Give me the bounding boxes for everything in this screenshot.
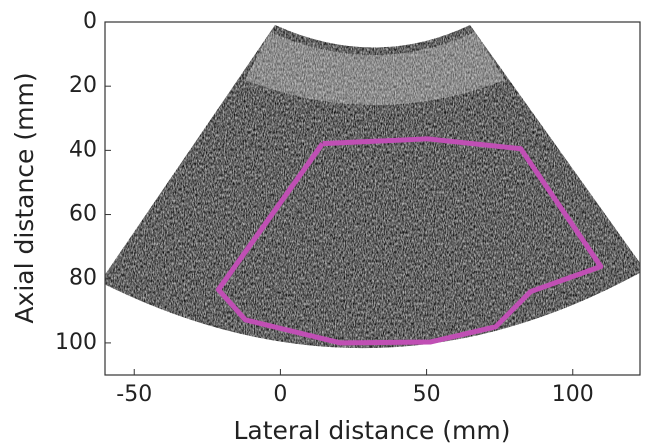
x-axis-label: Lateral distance (mm) (233, 416, 510, 445)
y-tick-label: 20 (69, 73, 97, 98)
x-tick-label: 100 (552, 382, 594, 407)
plot-frame (104, 21, 641, 376)
y-tick-label: 40 (69, 137, 97, 162)
y-tick-label: 60 (69, 202, 97, 227)
axes (104, 21, 641, 376)
roi-outline (215, 136, 604, 346)
y-tick-label: 100 (55, 330, 97, 355)
ultrasound-image (105, 25, 640, 349)
x-tick-label: -50 (116, 382, 152, 407)
y-tick-label: 0 (83, 9, 97, 34)
y-axis-label: Axial distance (mm) (10, 72, 39, 323)
x-tick-label: 50 (413, 382, 441, 407)
x-tick-label: 0 (273, 382, 287, 407)
y-tick-label: 80 (69, 266, 97, 291)
